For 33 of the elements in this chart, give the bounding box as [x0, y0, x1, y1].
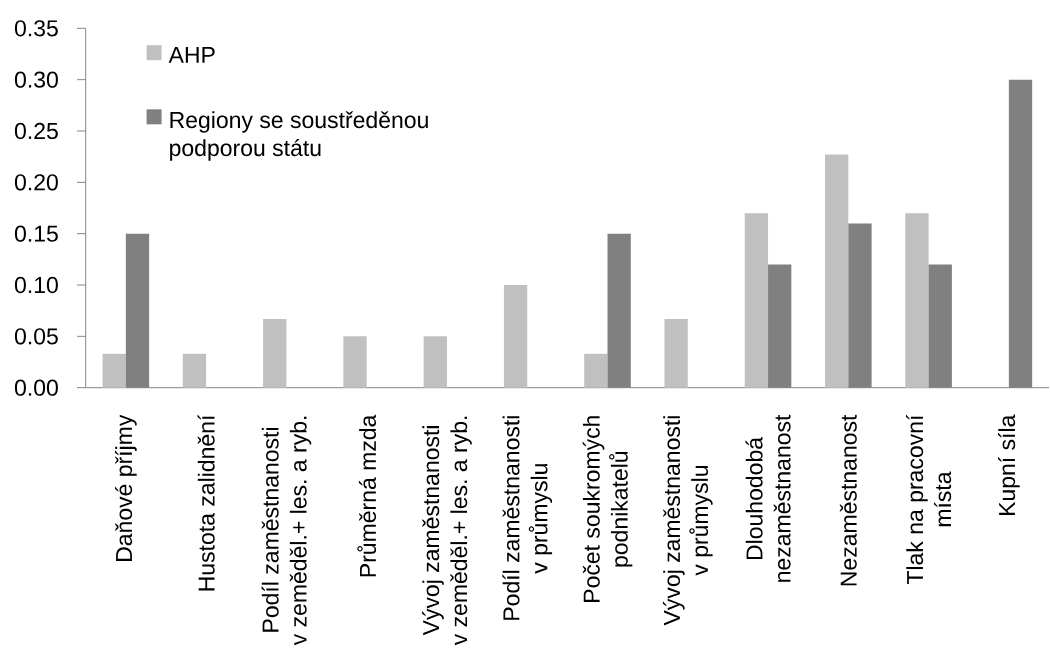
x-tick-label: Tlak na pracovní místa: [906, 414, 952, 585]
bar: [263, 318, 287, 388]
bar: [664, 318, 688, 388]
bar: [423, 336, 447, 388]
x-tick-label: Vývoj zaměstnanosti v zeměděl.+ les. a ryb.: [422, 416, 472, 646]
bar: [905, 213, 929, 388]
y-tick-label: 0.10: [14, 276, 58, 294]
bar: [102, 353, 126, 388]
y-tick-label: 0.20: [14, 174, 58, 191]
x-tick-label: Dlouhodobá nezaměstnanost: [745, 414, 791, 582]
x-tick-label: Průměrná mzda: [357, 414, 377, 577]
bar: [825, 154, 849, 388]
x-tick-label: Nezaměstnanost: [839, 414, 857, 586]
legend-label: AHP: [168, 47, 215, 63]
bar: [744, 213, 769, 388]
y-tick-label: 0.30: [14, 71, 58, 88]
legend-label: Regiony se soustředěnou podporou státu: [170, 111, 428, 161]
x-tick-label: Podíl zaměstnanosti v průmyslu: [502, 416, 553, 620]
bar: [343, 336, 367, 388]
y-tick-label: 0.05: [14, 328, 58, 345]
bar: [584, 353, 608, 388]
x-tick-label: Počet soukromých podnikatelů: [582, 416, 633, 602]
x-tick-label: Vývoj zaměstnanosti v průmyslu: [662, 416, 713, 626]
y-tick-label: 0.25: [14, 122, 58, 140]
x-tick-label: Hustota zalidnění: [197, 414, 215, 591]
bar: [182, 353, 207, 388]
bar: [503, 285, 528, 388]
x-tick-label: Daňové příjmy: [114, 414, 137, 561]
y-tick-label: 0.15: [14, 225, 58, 242]
x-tick-label: Kupní síla: [998, 414, 1020, 515]
y-tick-label: 0.00: [14, 379, 58, 396]
y-tick-label: 0.35: [14, 20, 58, 37]
x-tick-label: Podíl zaměstnanosti v zeměděl.+ les. a ryb.: [261, 416, 312, 646]
